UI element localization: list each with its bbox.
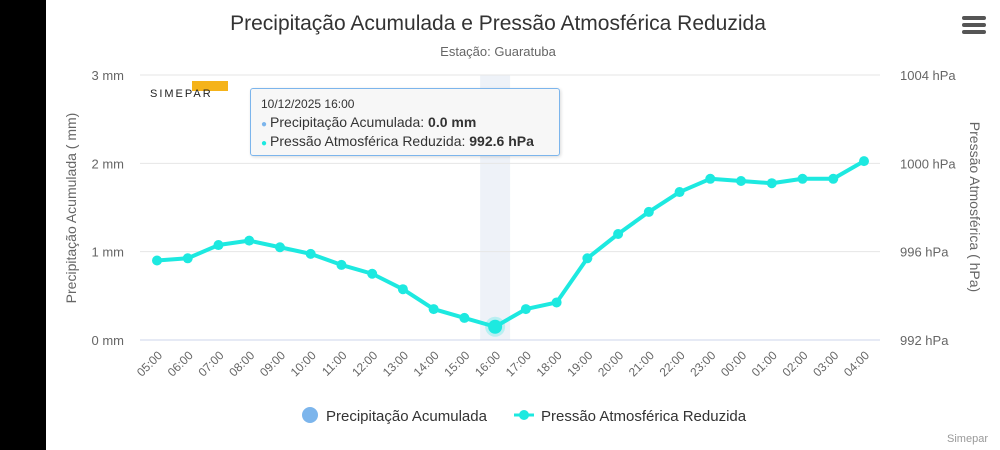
pressure-point [336, 259, 347, 270]
x-tick: 20:00 [595, 348, 626, 379]
tooltip-date: 10/12/2025 16:00 [261, 97, 355, 111]
x-tick: 02:00 [780, 348, 811, 379]
pressure-point [367, 268, 378, 279]
pressure-point [274, 242, 285, 253]
pressure-point [488, 319, 503, 334]
pressure-point [736, 176, 747, 186]
tooltip: 10/12/2025 16:00 ● Precipitação Acumulada… [250, 88, 560, 156]
pressure-point [213, 240, 224, 251]
y-right-tick: 992 hPa [900, 333, 949, 348]
legend-precip-label: Precipitação Acumulada [326, 408, 488, 425]
tooltip-value: 992.6 hPa [469, 133, 534, 149]
pressure-point [766, 178, 777, 189]
legend-pressure-label: Pressão Atmosférica Reduzida [541, 408, 747, 425]
legend-pressure-marker [519, 410, 529, 420]
chart-title: Precipitação Acumulada e Pressão Atmosfé… [230, 12, 766, 35]
x-tick: 12:00 [349, 348, 380, 379]
x-tick: 15:00 [441, 348, 472, 379]
pressure-point [582, 253, 593, 264]
y-left-tick: 2 mm [92, 156, 125, 171]
x-tick: 10:00 [288, 348, 319, 379]
pressure-point [643, 206, 654, 217]
pressure-point [244, 235, 255, 246]
legend-precip-marker [302, 407, 318, 423]
x-tick: 14:00 [411, 348, 442, 379]
x-tick: 22:00 [657, 348, 688, 379]
tooltip-row-pressure: ● Pressão Atmosférica Reduzida: 992.6 hPa [261, 133, 534, 149]
pressure-point [674, 187, 685, 198]
x-tick: 07:00 [195, 348, 226, 379]
pressure-point [397, 284, 408, 295]
y-left-tick: 3 mm [92, 68, 125, 83]
y-right-tick: 1000 hPa [900, 156, 956, 171]
pressure-point [613, 229, 624, 239]
x-tick: 21:00 [626, 348, 657, 379]
tooltip-label: Pressão Atmosférica Reduzida: [270, 133, 470, 149]
x-tick: 00:00 [718, 348, 749, 379]
y-left-label: Precipitação Acumulada ( mm) [63, 113, 79, 304]
hamburger-menu-icon[interactable] [962, 16, 986, 38]
credit-link[interactable]: Simepar [947, 433, 988, 445]
pressure-point [828, 173, 839, 184]
chart-subtitle: Estação: Guaratuba [440, 44, 556, 59]
x-tick: 05:00 [134, 348, 165, 379]
pressure-point [182, 253, 193, 264]
x-tick: 01:00 [749, 348, 780, 379]
x-tick: 06:00 [165, 348, 196, 379]
x-tick: 11:00 [319, 348, 350, 379]
pressure-line [156, 159, 865, 329]
y-right-label: Pressão Atmosférica ( hPa) [967, 122, 983, 292]
pressure-point [551, 297, 562, 308]
simepar-logo: SIMEPAR [150, 80, 230, 100]
tooltip-row-precip: ● Precipitação Acumulada: 0.0 mm [261, 114, 477, 130]
pressure-point [705, 173, 716, 184]
x-tick: 16:00 [472, 348, 503, 379]
x-tick: 23:00 [687, 348, 718, 379]
x-tick: 13:00 [380, 348, 411, 379]
pressure-point [459, 312, 470, 323]
svg-text:SIMEPAR: SIMEPAR [150, 88, 213, 100]
pressure-point [152, 255, 162, 266]
y-right-tick: 1004 hPa [900, 68, 956, 83]
pressure-point [305, 248, 316, 259]
x-tick: 17:00 [503, 348, 534, 379]
y-right-tick: 996 hPa [900, 245, 949, 260]
x-tick: 19:00 [564, 348, 595, 379]
tooltip-label: Precipitação Acumulada: [270, 114, 429, 130]
x-tick: 18:00 [534, 348, 565, 379]
pressure-point [859, 156, 869, 167]
x-tick: 04:00 [841, 348, 872, 379]
pressure-point [797, 173, 808, 184]
pressure-point [428, 304, 439, 315]
x-tick: 08:00 [226, 348, 257, 379]
y-left-tick: 0 mm [92, 333, 125, 348]
x-tick: 09:00 [257, 348, 288, 379]
x-tick: 03:00 [810, 348, 841, 379]
pressure-point [520, 304, 531, 315]
left-black-bar [0, 0, 46, 450]
tooltip-value: 0.0 mm [428, 114, 477, 130]
y-left-tick: 1 mm [92, 245, 125, 260]
